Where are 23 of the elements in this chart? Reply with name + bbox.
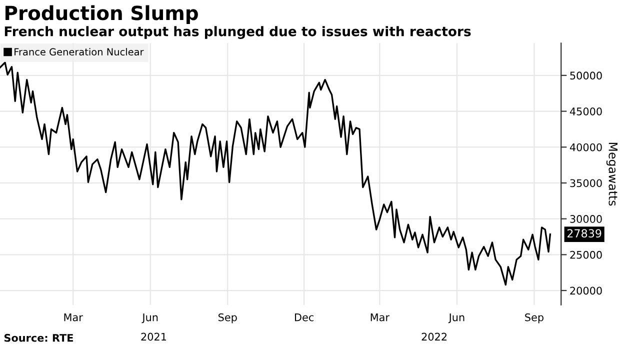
y-axis-title: Megawatts	[606, 142, 618, 206]
chart-title: Production Slump	[6, 5, 198, 24]
y-tick-label: 30000	[570, 215, 602, 223]
y-tick-label: 20000	[570, 286, 602, 295]
x-tick-label: Mar	[64, 314, 83, 322]
source-note: Source: RTE	[4, 334, 73, 342]
legend-label: France Generation Nuclear	[14, 48, 144, 56]
text: 2021	[141, 332, 166, 341]
y-tick-label: 50000	[570, 72, 602, 80]
x-tick-label: Mar	[370, 314, 390, 322]
x-tick-label: Dec	[295, 314, 314, 322]
x-tick-label: Jun	[448, 314, 464, 324]
y-tick-label: 25000	[570, 250, 602, 259]
chart-subtitle: French nuclear output has plunged due to issues with reactors	[4, 26, 471, 39]
x-tick-label: Jun	[142, 314, 158, 324]
x-tick-label: Sep	[218, 313, 237, 324]
data-label: 27839	[567, 229, 602, 238]
line-series	[0, 62, 552, 286]
x-tick-label: Sep	[525, 313, 544, 324]
y-tick-label: 35000	[570, 179, 602, 188]
text: 2022	[422, 332, 447, 341]
y-tick-label: 40000	[570, 143, 602, 152]
y-tick-label: 45000	[570, 107, 602, 116]
